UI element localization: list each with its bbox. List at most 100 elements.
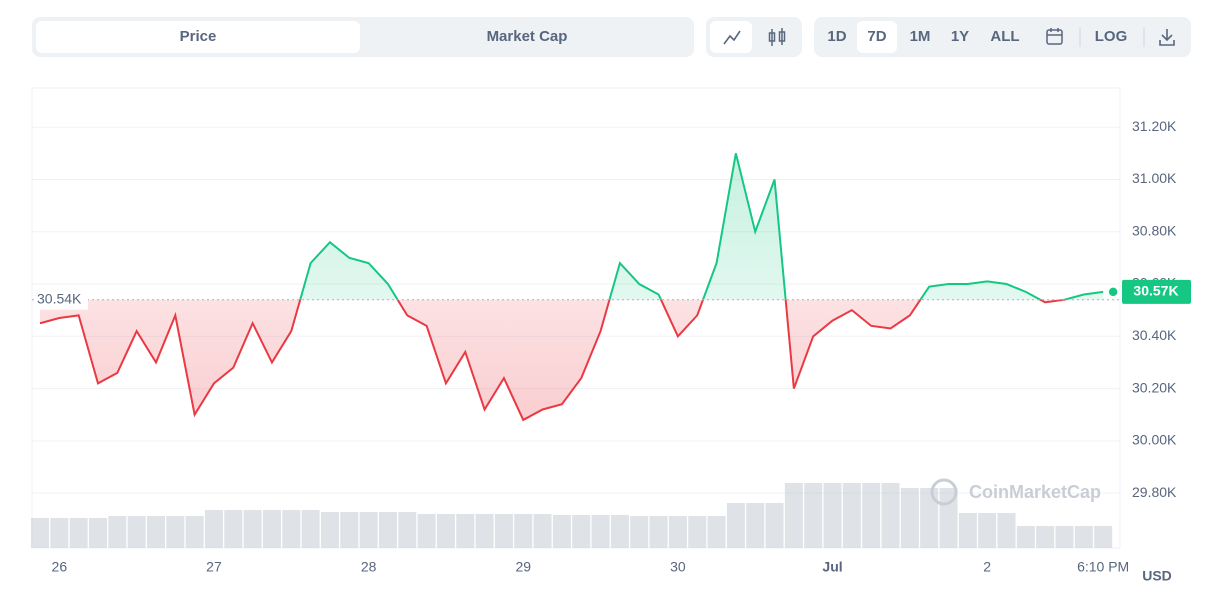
area-up	[300, 153, 1104, 300]
volume-bar	[50, 518, 69, 548]
last-point	[1107, 286, 1119, 298]
price-line-down	[39, 299, 1069, 422]
candle-icon[interactable]	[768, 28, 786, 46]
download-icon[interactable]	[1159, 29, 1175, 46]
y-tick-label: 30.40K	[1132, 327, 1177, 343]
volume-bar	[900, 488, 919, 548]
volume-bar	[920, 488, 939, 548]
volume-bar	[746, 503, 765, 548]
watermark: CoinMarketCap	[969, 482, 1101, 502]
toolbar: Price Market Cap 1D 7D 1M 1Y ALL LOG	[32, 17, 1191, 57]
volume-bar	[69, 518, 88, 548]
calendar-icon[interactable]	[1046, 28, 1063, 45]
volume-bar	[1094, 526, 1113, 548]
volume-bar	[417, 514, 436, 548]
tab-market-cap[interactable]: Market Cap	[487, 28, 568, 45]
range-button[interactable]: ALL	[990, 28, 1019, 45]
volume-bar	[514, 514, 533, 548]
tab-price[interactable]: Price	[180, 28, 217, 45]
volume-bar	[456, 514, 475, 548]
volume-bar	[823, 483, 842, 548]
volume-bar	[204, 510, 223, 548]
volume-bar	[649, 516, 668, 548]
y-tick-label: 31.00K	[1132, 170, 1177, 186]
range-active[interactable]	[857, 21, 897, 53]
volume-bar	[765, 503, 784, 548]
volume-bar	[224, 510, 243, 548]
y-tick-label: 30.00K	[1132, 432, 1177, 448]
y-tick-label: 30.80K	[1132, 222, 1177, 238]
price-line-up	[299, 153, 1104, 300]
last-price-tag	[1122, 279, 1191, 304]
volume-bar	[146, 516, 165, 548]
x-tick-label: 2	[983, 559, 991, 575]
range-group	[814, 17, 1191, 57]
volume-bar	[340, 512, 359, 548]
volume-bar	[552, 515, 571, 548]
volume-bar	[804, 483, 823, 548]
volume-bar	[320, 512, 339, 548]
baseline-label: 30.54K	[37, 290, 82, 306]
volume-bar	[301, 510, 320, 548]
volume-bar	[378, 512, 397, 548]
y-tick-label: 29.80K	[1132, 484, 1177, 500]
volume-bar	[688, 516, 707, 548]
log-button[interactable]: LOG	[1095, 28, 1128, 45]
tab-active[interactable]	[36, 21, 360, 53]
x-tick-label: 30	[670, 559, 686, 575]
volume-bar	[262, 510, 281, 548]
x-tick-label: 29	[515, 559, 531, 575]
volume-bar	[630, 516, 649, 548]
area-down	[40, 299, 1104, 420]
x-tick-label: 28	[361, 559, 377, 575]
range-button[interactable]: 1Y	[951, 28, 969, 45]
x-tick-label: Jul	[822, 559, 842, 575]
volume-bar	[475, 514, 494, 548]
volume-bar	[108, 516, 127, 548]
currency: USD	[1142, 568, 1172, 584]
volume-bar	[958, 513, 977, 548]
volume-bar	[591, 515, 610, 548]
volume-bar	[1016, 526, 1035, 548]
volume-bar	[282, 510, 301, 548]
volume-bar	[398, 512, 417, 548]
volume-bar	[707, 516, 726, 548]
volume-bar	[243, 510, 262, 548]
volume-bar	[610, 515, 629, 548]
volume-bar	[1036, 526, 1055, 548]
y-tick-label: 31.20K	[1132, 118, 1177, 134]
volume-bar	[1074, 526, 1093, 548]
volume-bar	[862, 483, 881, 548]
volume-bar	[31, 518, 49, 548]
volume-bar	[1055, 526, 1074, 548]
range-button[interactable]: 7D	[867, 28, 886, 45]
baseline-label-bg	[34, 289, 88, 310]
last-price-label: 30.57K	[1133, 283, 1178, 299]
volume-bar	[88, 518, 107, 548]
volume-bar	[572, 515, 591, 548]
volume-bar	[436, 514, 455, 548]
range-button[interactable]: 1D	[827, 28, 846, 45]
volume-bar	[784, 483, 803, 548]
volume-bar	[533, 514, 552, 548]
volume-bar	[127, 516, 146, 548]
volume-bar	[726, 503, 745, 548]
x-tick-label: 27	[206, 559, 222, 575]
volume-bar	[359, 512, 378, 548]
volume-bar	[668, 516, 687, 548]
volume-bar	[494, 514, 513, 548]
volume-bar	[881, 483, 900, 548]
volume-bar	[997, 513, 1016, 548]
watermark-logo	[930, 478, 958, 506]
volume-bar	[185, 516, 204, 548]
volume-bar	[166, 516, 185, 548]
x-tick-label: 26	[52, 559, 68, 575]
y-tick-label: 30.20K	[1132, 379, 1177, 395]
line-icon	[723, 30, 741, 45]
volume-bar	[978, 513, 997, 548]
x-tick-label: 6:10 PM	[1077, 559, 1129, 575]
volume-bar	[842, 483, 861, 548]
plot: 29.80K30.00K30.20K30.40K30.60K30.80K31.0…	[31, 118, 1191, 575]
range-button[interactable]: 1M	[910, 28, 931, 45]
